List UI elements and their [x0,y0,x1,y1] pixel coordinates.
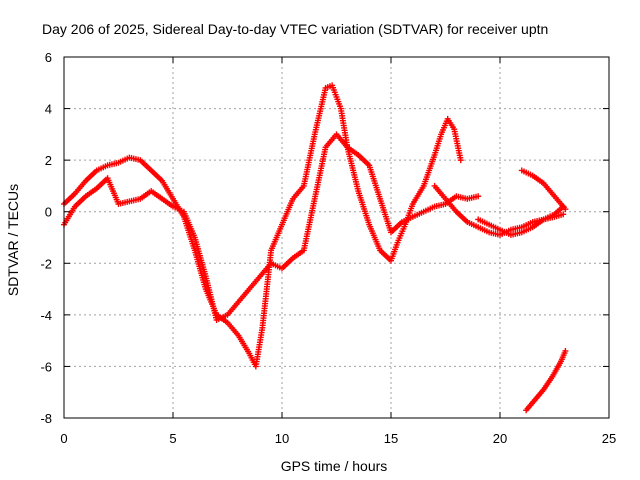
data-points [61,82,569,414]
x-tick-label: 25 [602,431,616,446]
y-tick-label: -4 [40,308,52,323]
chart-title: Day 206 of 2025, Sidereal Day-to-day VTE… [42,21,548,37]
y-axis-label: SDTVAR / TECUs [5,184,21,296]
x-tick-label: 15 [384,431,398,446]
y-tick-label: 0 [45,205,52,220]
y-tick-label: -8 [40,411,52,426]
x-tick-label: 0 [60,431,67,446]
data-point-trace-e [562,206,569,213]
y-tick-label: 2 [45,153,52,168]
y-tick-label: -6 [40,359,52,374]
data-point-trace-b [475,193,482,200]
data-point-trace-a [457,157,464,164]
grid-lines [64,57,609,418]
x-tick-label: 20 [493,431,507,446]
data-point-trace-c [560,211,567,218]
y-tick-label: -2 [40,256,52,271]
plot-frame [63,56,610,419]
data-point-trace-f [562,347,569,354]
y-tick-label: 6 [45,50,52,65]
y-tick-label: 4 [45,102,52,117]
x-tick-label: 5 [169,431,176,446]
axis-ticks: 0 5 10 15 20 25 -8 -6 -4 -2 0 2 4 6 [40,50,616,446]
x-tick-label: 10 [275,431,289,446]
x-axis-label: GPS time / hours [281,458,388,474]
